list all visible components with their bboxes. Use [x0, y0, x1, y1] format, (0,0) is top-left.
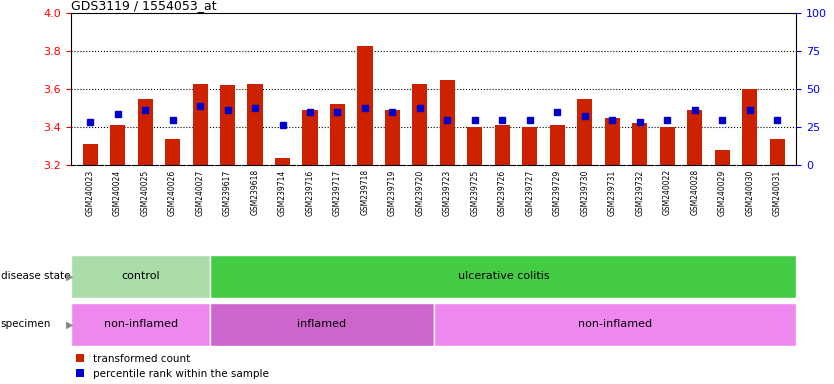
Bar [110, 125, 125, 165]
Text: GSM239732: GSM239732 [636, 169, 645, 215]
Bar [138, 99, 153, 165]
Text: GSM239719: GSM239719 [388, 169, 397, 215]
Text: GSM239618: GSM239618 [250, 169, 259, 215]
Text: GSM240031: GSM240031 [773, 169, 781, 215]
Text: GSM240022: GSM240022 [663, 169, 672, 215]
Bar [770, 139, 785, 165]
Text: GSM239725: GSM239725 [470, 169, 480, 215]
Bar [605, 118, 620, 165]
Text: GSM239718: GSM239718 [360, 169, 369, 215]
Bar [687, 110, 702, 165]
Text: GSM239730: GSM239730 [580, 169, 590, 216]
Text: GSM239720: GSM239720 [415, 169, 425, 215]
Text: specimen: specimen [1, 319, 51, 329]
Bar [660, 127, 675, 165]
Legend: transformed count, percentile rank within the sample: transformed count, percentile rank withi… [76, 354, 269, 379]
Text: GSM239729: GSM239729 [553, 169, 562, 215]
Text: GSM239726: GSM239726 [498, 169, 507, 215]
Bar [210, 255, 796, 298]
Text: disease state: disease state [1, 271, 70, 281]
Text: non-inflamed: non-inflamed [578, 319, 652, 329]
Text: inflamed: inflamed [298, 319, 347, 329]
Text: GSM239716: GSM239716 [305, 169, 314, 215]
Text: GSM240023: GSM240023 [86, 169, 94, 215]
Bar [632, 123, 647, 165]
Text: GSM240030: GSM240030 [746, 169, 754, 216]
Text: GSM240025: GSM240025 [141, 169, 149, 215]
Bar [715, 150, 730, 165]
Text: ▶: ▶ [66, 271, 73, 281]
Bar [330, 104, 345, 165]
Text: ▶: ▶ [66, 319, 73, 329]
Bar [248, 84, 263, 165]
Bar [495, 125, 510, 165]
Bar [522, 127, 537, 165]
Text: GSM240028: GSM240028 [691, 169, 699, 215]
Text: GSM239727: GSM239727 [525, 169, 535, 215]
Bar [412, 84, 428, 165]
Text: control: control [121, 271, 160, 281]
Bar [434, 303, 796, 346]
Text: GSM239723: GSM239723 [443, 169, 452, 215]
Bar [71, 303, 210, 346]
Bar [385, 110, 400, 165]
Bar [440, 80, 455, 165]
Text: non-inflamed: non-inflamed [103, 319, 178, 329]
Text: ulcerative colitis: ulcerative colitis [458, 271, 550, 281]
Text: GSM240024: GSM240024 [113, 169, 122, 215]
Text: GSM239717: GSM239717 [333, 169, 342, 215]
Bar [742, 89, 757, 165]
Bar [193, 84, 208, 165]
Text: GDS3119 / 1554053_at: GDS3119 / 1554053_at [71, 0, 217, 12]
Bar [467, 127, 482, 165]
Bar [83, 144, 98, 165]
Bar [577, 99, 592, 165]
Text: GSM240026: GSM240026 [168, 169, 177, 215]
Text: GSM239617: GSM239617 [223, 169, 232, 215]
Text: GSM239731: GSM239731 [608, 169, 617, 215]
Bar [358, 46, 373, 165]
Bar [275, 157, 290, 165]
Bar [210, 303, 434, 346]
Bar [550, 125, 565, 165]
Text: GSM240027: GSM240027 [195, 169, 204, 215]
Bar [71, 255, 210, 298]
Bar [303, 110, 318, 165]
Bar [220, 86, 235, 165]
Bar [165, 139, 180, 165]
Text: GSM240029: GSM240029 [718, 169, 726, 215]
Text: GSM239714: GSM239714 [278, 169, 287, 215]
